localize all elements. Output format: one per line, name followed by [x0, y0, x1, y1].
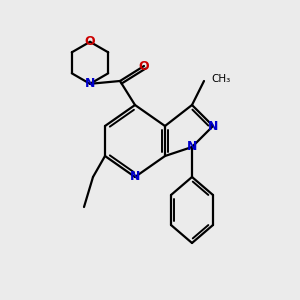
- Text: O: O: [85, 35, 95, 48]
- Text: N: N: [130, 170, 140, 184]
- Text: N: N: [208, 119, 218, 133]
- Text: N: N: [85, 77, 95, 90]
- Text: N: N: [187, 140, 197, 154]
- Text: O: O: [139, 59, 149, 73]
- Text: CH₃: CH₃: [212, 74, 231, 85]
